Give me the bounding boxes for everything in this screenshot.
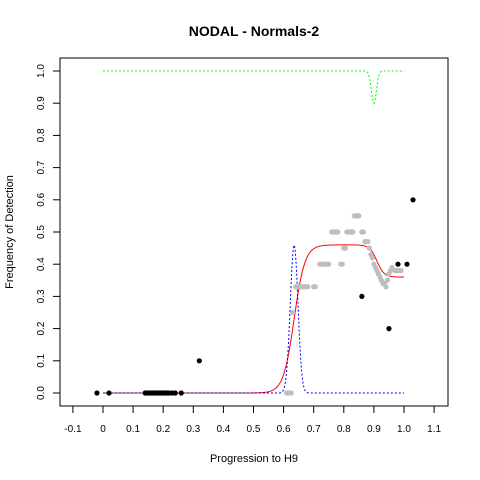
gray-point (305, 284, 311, 290)
black-point (196, 358, 202, 364)
gray-point (369, 255, 375, 261)
x-axis-label: Progression to H9 (210, 453, 298, 465)
gray-point (398, 268, 404, 274)
x-tick-label: 0.9 (367, 424, 381, 435)
gray-point (290, 309, 296, 316)
y-tick-label: 0.1 (36, 353, 47, 367)
black-point (172, 390, 178, 396)
x-tick-label: 0 (100, 424, 106, 435)
black-point (395, 261, 401, 267)
gray-point (356, 213, 362, 219)
gray-points (284, 213, 404, 396)
x-axis: -0.1 0 0.1 0.2 0.3 0.4 0.5 0.6 0.7 0.8 0.9 1.0 1.1 (64, 406, 441, 435)
x-tick-label: 1.1 (427, 424, 441, 435)
gray-point (350, 229, 356, 235)
y-tick-label: 0.6 (36, 192, 47, 206)
black-point (106, 390, 112, 396)
black-point (94, 390, 100, 396)
y-axis: 0.0 0.1 0.2 0.3 0.4 0.5 0.6 0.7 0.8 0.9 1.0 (36, 64, 60, 400)
y-tick-label: 0.9 (36, 96, 47, 110)
x-tick-label: 0.8 (337, 424, 351, 435)
x-tick-label: 0.3 (186, 424, 200, 435)
gray-point (384, 277, 391, 283)
black-point (178, 390, 184, 396)
x-tick-label: 1.0 (397, 424, 411, 435)
gray-point (335, 229, 341, 235)
y-tick-label: 0.8 (36, 128, 47, 142)
black-points (94, 197, 416, 396)
black-point (386, 326, 392, 332)
black-point (404, 261, 410, 267)
gray-point (342, 245, 348, 251)
x-tick-label: -0.1 (64, 424, 82, 435)
gray-point (365, 239, 371, 245)
gray-point (326, 261, 332, 267)
gray-point (360, 229, 366, 235)
chart-title: NODAL - Normals-2 (189, 23, 320, 39)
plot-area (59, 57, 449, 407)
gray-point (366, 245, 372, 251)
y-tick-label: 0.7 (36, 160, 47, 174)
y-tick-label: 0.0 (36, 386, 47, 400)
gray-point (312, 284, 318, 290)
x-tick-label: 0.6 (277, 424, 291, 435)
y-tick-label: 0.3 (36, 289, 47, 303)
y-tick-label: 1.0 (36, 64, 47, 78)
gray-point (383, 284, 389, 290)
x-tick-label: 0.7 (307, 424, 321, 435)
x-tick-label: 0.2 (156, 424, 170, 435)
y-axis-label: Frequency of Detection (4, 175, 16, 289)
x-tick-label: 0.5 (247, 424, 261, 435)
black-point (359, 293, 365, 299)
gray-point (339, 261, 345, 267)
y-tick-label: 0.5 (36, 225, 47, 239)
x-tick-label: 0.4 (216, 424, 230, 435)
gray-point (288, 390, 294, 396)
y-tick-label: 0.4 (36, 257, 47, 271)
x-tick-label: 0.1 (126, 424, 140, 435)
y-tick-label: 0.2 (36, 321, 47, 335)
black-point (410, 197, 416, 203)
